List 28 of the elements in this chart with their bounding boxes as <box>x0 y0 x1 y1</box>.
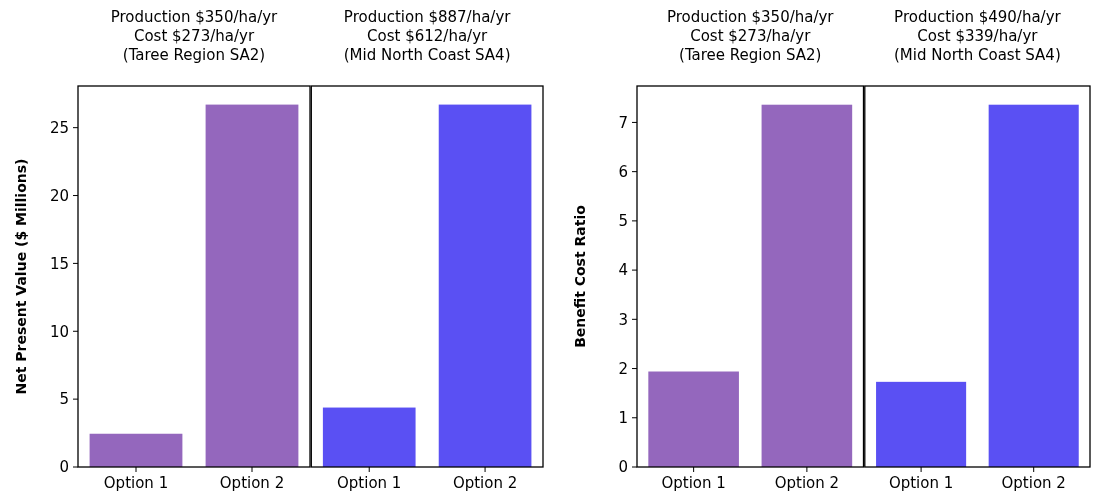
chart-title: Production $350/ha/yr Cost $273/ha/yr (Taree Region SA2) <box>666 8 835 64</box>
y-tick-label: 0 <box>618 458 628 477</box>
y-tick-label: 2 <box>618 359 628 378</box>
chart-title: Production $490/ha/yr Cost $339/ha/yr (Mid North Coast SA4) <box>894 8 1062 64</box>
y-tick-label: 0 <box>59 458 69 477</box>
y-tick-label: 10 <box>49 322 69 341</box>
chart-title: Production $887/ha/yr Cost $612/ha/yr (Mid North Coast SA4) <box>343 8 512 64</box>
x-tick-label: Option 2 <box>774 474 840 492</box>
chart-title: Production $350/ha/yr Cost $273/ha/yr (Taree Region SA2) <box>110 8 279 64</box>
y-tick-label: 7 <box>618 113 628 132</box>
y-tick-label: 5 <box>618 212 628 231</box>
x-tick-label: Option 1 <box>888 474 954 492</box>
y-axis-title: Net Present Value ($ Millions) <box>13 158 29 395</box>
y-axis-title: Benefit Cost Ratio <box>572 204 588 348</box>
y-tick-label: 3 <box>618 310 628 329</box>
y-tick-label: 1 <box>618 409 628 428</box>
y-tick-label: 5 <box>59 390 69 409</box>
x-tick-label: Option 1 <box>661 474 726 492</box>
y-tick-label: 25 <box>49 118 69 137</box>
y-tick-label: 6 <box>618 162 628 181</box>
x-tick-label: Option 2 <box>1001 474 1066 492</box>
x-tick-label: Option 1 <box>103 474 169 492</box>
y-tick-label: 20 <box>49 186 69 205</box>
x-tick-label: Option 2 <box>452 474 518 492</box>
y-tick-label: 15 <box>49 254 69 273</box>
x-tick-label: Option 2 <box>219 474 285 492</box>
y-tick-label: 4 <box>618 261 628 280</box>
x-tick-label: Option 1 <box>337 474 402 492</box>
